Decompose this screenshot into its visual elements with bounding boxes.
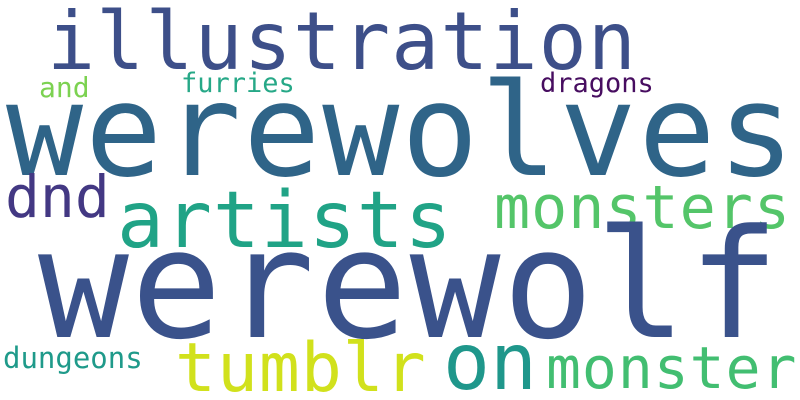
word-dragons: dragons — [540, 68, 654, 99]
word-illustration: illustration — [47, 0, 637, 88]
word-dnd: dnd — [5, 163, 110, 231]
word-monsters: monsters — [494, 173, 791, 243]
word-on: on — [443, 318, 537, 400]
word-and: and — [39, 71, 90, 104]
word-dungeons: dungeons — [3, 341, 143, 375]
word-werewolf: werewolf — [38, 197, 782, 373]
word-furries: furries — [181, 68, 295, 99]
word-artists: artists — [117, 176, 453, 266]
word-werewolves: werewolves — [6, 57, 797, 206]
word-tumblr: tumblr — [175, 329, 427, 400]
word-monster: monster — [546, 334, 798, 400]
